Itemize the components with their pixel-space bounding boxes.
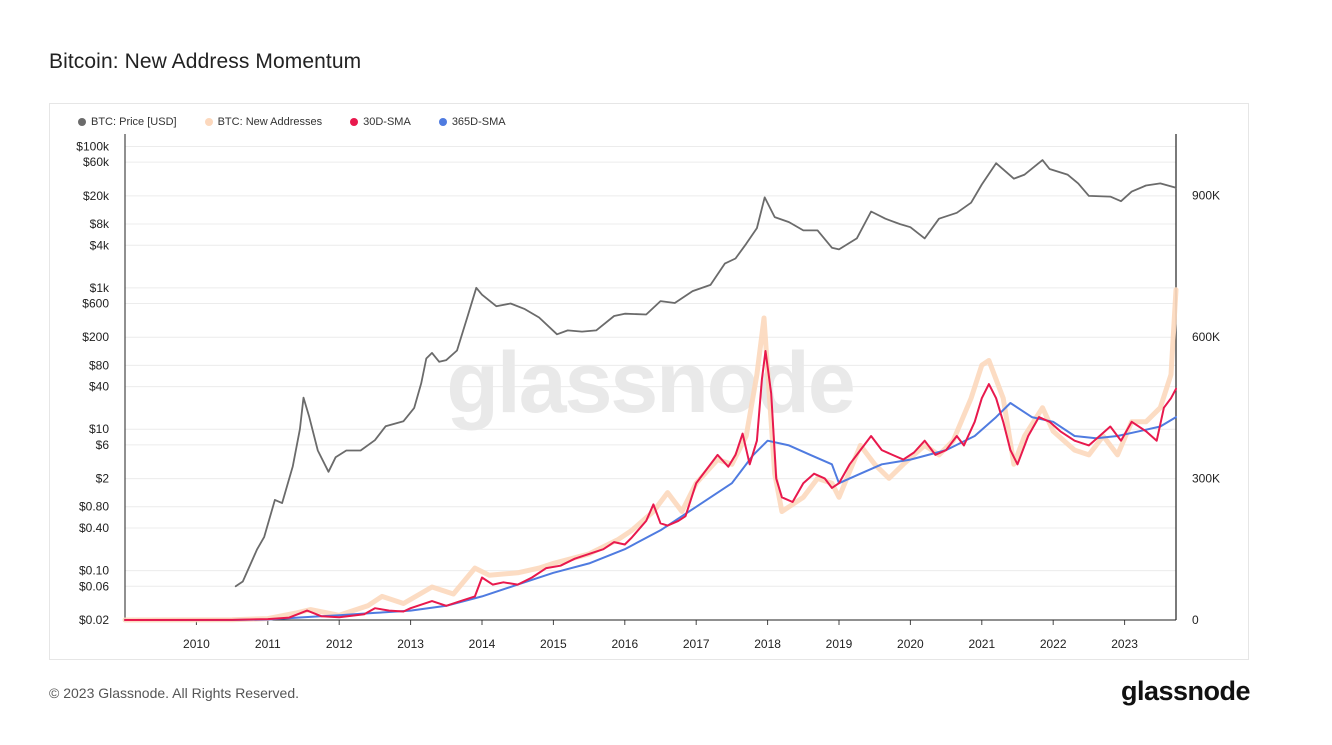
y-right-tick-label: 300K (1192, 471, 1220, 485)
series-line-new-addresses (122, 287, 1179, 623)
x-tick-label: 2016 (611, 637, 638, 651)
y-left-tick-label: $0.02 (79, 613, 109, 627)
brand-logo: glassnode (1120, 676, 1251, 706)
x-tick-label: 2019 (826, 637, 853, 651)
y-left-tick-label: $1k (90, 281, 110, 295)
series-line-sma365 (124, 402, 1177, 621)
x-tick-label: 2012 (326, 637, 353, 651)
x-tick-label: 2010 (183, 637, 210, 651)
y-left-tick-label: $40 (89, 380, 109, 394)
y-left-tick-label: $0.40 (79, 521, 109, 535)
y-right-tick-label: 600K (1192, 330, 1220, 344)
watermark-text: glassnode (446, 335, 853, 431)
series-line-price (234, 159, 1177, 588)
copyright-text: © 2023 Glassnode. All Rights Reserved. (49, 685, 300, 701)
legend-label-sma30: 30D-SMA (363, 116, 411, 128)
y-left-tick-label: $0.80 (79, 500, 109, 514)
x-tick-label: 2013 (397, 637, 424, 651)
chart-legend: BTC: Price [USD] BTC: New Addresses 30D-… (78, 116, 506, 128)
y-left-tick-label: $4k (90, 238, 110, 252)
y-left-tick-label: $0.06 (79, 579, 109, 593)
y-left-tick-label: $10 (89, 422, 109, 436)
x-tick-label: 2023 (1111, 637, 1138, 651)
x-tick-label: 2018 (754, 637, 781, 651)
y-left-tick-label: $80 (89, 358, 109, 372)
legend-dot-new-addresses (204, 118, 213, 126)
legend-item-price[interactable]: BTC: Price [USD] (78, 116, 177, 128)
legend-label-new-addresses: BTC: New Addresses (217, 116, 323, 128)
legend-item-sma30[interactable]: 30D-SMA (350, 116, 411, 128)
y-left-tick-label: $2 (96, 472, 110, 486)
series-line-sma30 (124, 350, 1177, 621)
y-left-tick-label: $8k (90, 217, 110, 231)
y-left-tick-label: $200 (82, 330, 109, 344)
x-tick-label: 2021 (968, 637, 995, 651)
x-tick-label: 2020 (897, 637, 924, 651)
legend-dot-price (78, 118, 86, 126)
x-tick-label: 2015 (540, 637, 567, 651)
page-title: Bitcoin: New Address Momentum (49, 50, 362, 73)
legend-dot-sma365 (438, 118, 447, 126)
x-tick-label: 2011 (255, 637, 281, 651)
x-tick-label: 2022 (1040, 637, 1067, 651)
x-tick-label: 2017 (683, 637, 710, 651)
legend-item-sma365[interactable]: 365D-SMA (438, 116, 506, 128)
y-left-tick-label: $60k (83, 155, 110, 169)
y-left-tick-label: $6 (96, 438, 110, 452)
y-left-tick-label: $0.10 (79, 564, 109, 578)
legend-label-sma365: 365D-SMA (451, 116, 506, 128)
legend-dot-sma30 (350, 118, 359, 126)
x-tick-label: 2014 (469, 637, 496, 651)
y-left-tick-label: $600 (82, 297, 109, 311)
y-right-tick-label: 0 (1192, 613, 1199, 627)
legend-label-price: BTC: Price [USD] (91, 116, 177, 128)
y-left-tick-label: $100k (76, 139, 110, 153)
legend-item-new-addresses[interactable]: BTC: New Addresses (204, 116, 323, 128)
y-right-tick-label: 900K (1192, 188, 1220, 202)
y-left-tick-label: $20k (83, 189, 110, 203)
